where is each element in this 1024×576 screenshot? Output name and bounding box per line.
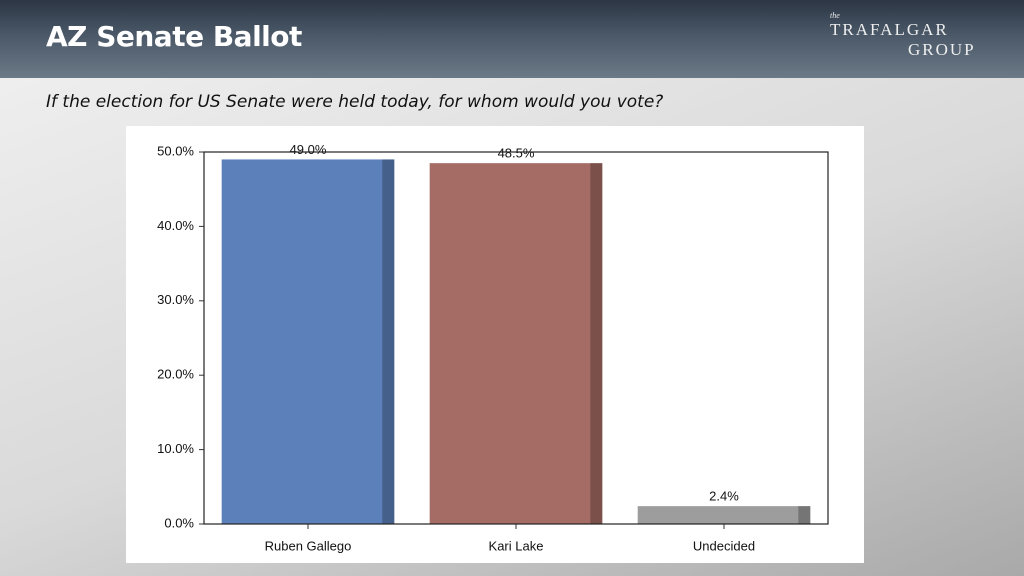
logo-line1: TRAFALGAR [830, 20, 949, 39]
slide-title: AZ Senate Ballot [46, 20, 302, 53]
logo-line2: GROUP [908, 40, 976, 59]
header-band [0, 0, 1024, 78]
x-tick-label: Undecided [693, 538, 755, 553]
y-tick-label: 40.0% [157, 218, 194, 233]
bar-shade [798, 506, 811, 524]
subtitle: If the election for US Senate were held … [46, 92, 664, 112]
y-tick-label: 10.0% [157, 441, 194, 456]
bar-shade [382, 159, 395, 524]
bar [429, 163, 603, 524]
x-tick-label: Ruben Gallego [265, 538, 352, 553]
y-tick-label: 30.0% [157, 292, 194, 307]
x-tick-label: Kari Lake [489, 538, 544, 553]
bar-shade [590, 163, 603, 524]
y-tick-label: 0.0% [164, 515, 194, 530]
logo: the TRAFALGAR GROUP [830, 12, 976, 60]
bar [637, 506, 811, 524]
value-label: 49.0% [290, 142, 327, 157]
logo-small: the [830, 11, 840, 20]
bar [221, 159, 395, 524]
value-label: 48.5% [498, 146, 535, 161]
value-label: 2.4% [709, 489, 739, 504]
y-tick-label: 20.0% [157, 367, 194, 382]
y-tick-label: 50.0% [157, 143, 194, 158]
plot-frame [203, 151, 829, 525]
